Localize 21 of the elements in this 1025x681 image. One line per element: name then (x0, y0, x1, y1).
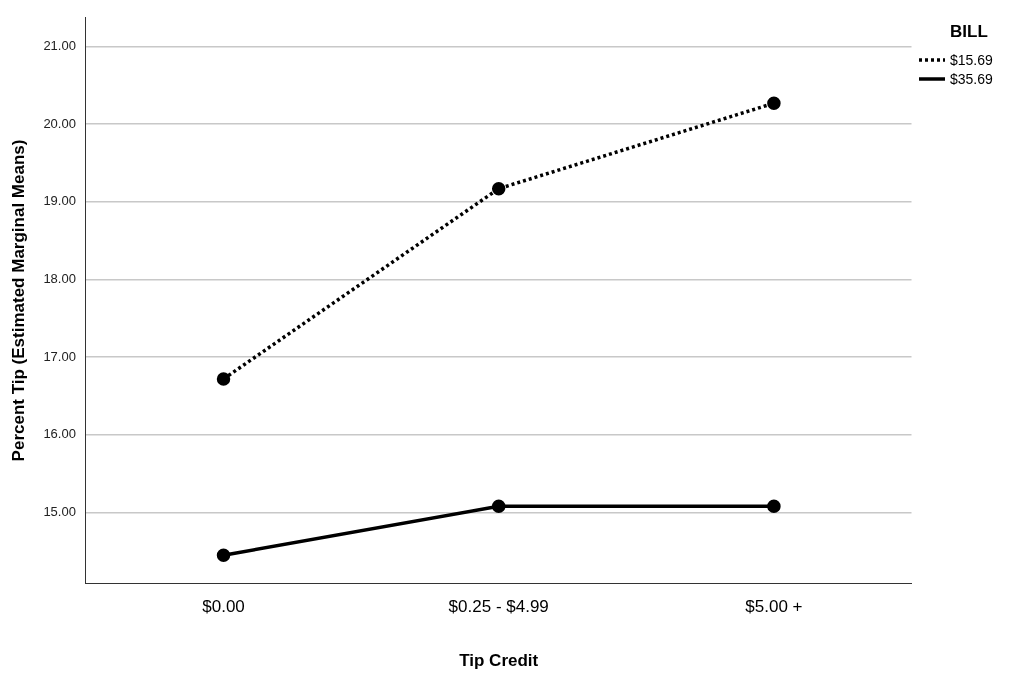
x-tick-label: $0.00 (202, 597, 245, 617)
x-tick-label: $0.25 - $4.99 (448, 597, 549, 617)
y-tick-label: 19.00 (43, 193, 76, 209)
y-tick-label: 15.00 (43, 504, 76, 520)
y-axis-title: Percent Tip (Estimated Marginal Means) (8, 139, 28, 462)
point (216, 548, 231, 562)
point (491, 499, 506, 514)
point (216, 372, 231, 386)
y-tick-label: 16.00 (43, 426, 76, 442)
y-tick-label: 20.00 (43, 115, 76, 131)
y-tick-label: 17.00 (43, 348, 76, 364)
point (767, 499, 781, 514)
point (767, 96, 781, 110)
y-tick-label: 21.00 (43, 38, 76, 54)
point (491, 181, 506, 196)
legend-label: $35.69 (950, 70, 993, 87)
x-axis-title: Tip Credit (459, 651, 539, 671)
legend-title: BILL (950, 22, 989, 42)
y-tick-label: 18.00 (43, 271, 76, 287)
x-tick-label: $5.00 + (745, 597, 803, 617)
legend-label: $15.69 (950, 51, 993, 68)
